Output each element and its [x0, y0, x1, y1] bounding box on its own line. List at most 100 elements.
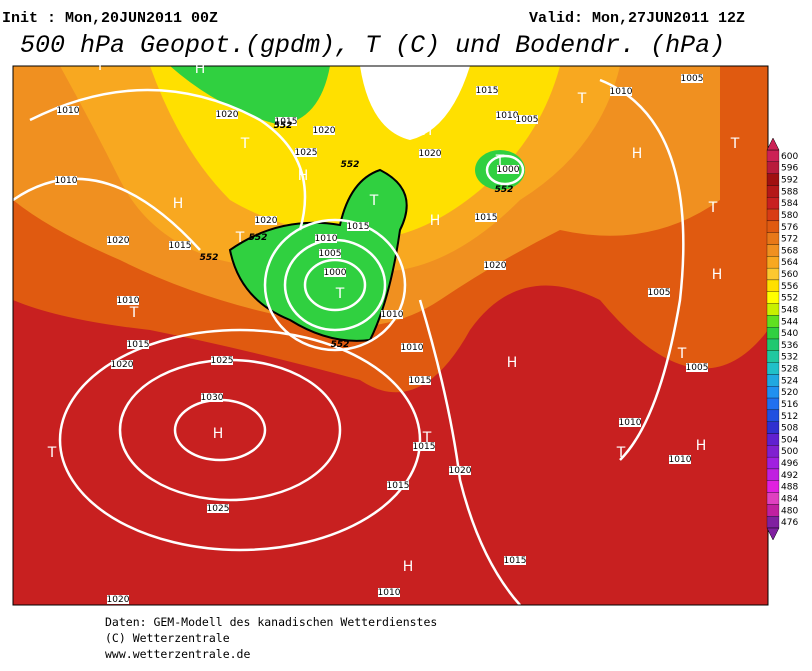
colorbar-swatch	[766, 456, 780, 470]
isobar-label-box	[378, 588, 400, 597]
isobar-label-box	[476, 86, 498, 95]
isobar-label: 1020	[484, 261, 507, 271]
colorbar-swatch	[766, 232, 780, 245]
isobar-label-box	[381, 310, 403, 319]
pressure-center: H	[195, 61, 206, 77]
isobar-label-box	[127, 340, 149, 349]
colorbar-label: 528	[781, 365, 798, 375]
isobar-label-box	[619, 418, 641, 427]
isobar-label: 1010	[496, 111, 519, 121]
isobar-label: 1015	[387, 481, 410, 491]
isobar-label-box	[57, 106, 79, 115]
colorbar-label: 544	[781, 317, 798, 327]
isobar-label: 1020	[111, 360, 134, 370]
colorbar-label: 600	[781, 152, 798, 162]
isobar-label-box	[216, 110, 238, 119]
colorbar-swatch	[766, 197, 780, 210]
isobar-label-box	[347, 222, 369, 231]
isobar-label-box	[111, 360, 133, 369]
colorbar-swatch	[766, 173, 780, 186]
colorbar-label: 492	[781, 471, 798, 481]
colorbar-arrow	[766, 137, 780, 151]
isobar-label-box	[681, 74, 703, 83]
isobar-label-box	[648, 288, 670, 297]
height-label: 552	[274, 121, 293, 131]
isobar-label-box	[169, 241, 191, 250]
colorbar-label: 584	[781, 199, 798, 209]
isobar-label: 1000	[324, 268, 347, 278]
isobar-label: 1010	[619, 418, 642, 428]
colorbar-swatch	[766, 433, 780, 446]
isobar-label: 1015	[409, 376, 432, 386]
isobar-label-box	[496, 111, 518, 120]
pressure-center: T	[240, 136, 250, 152]
isobar-label-box	[295, 148, 317, 157]
pressure-center: H	[430, 213, 441, 229]
isobar-label: 1030	[201, 393, 224, 403]
colorbar-swatch	[766, 421, 780, 434]
isobar-label: 1015	[476, 86, 499, 96]
isobar-label-box	[610, 87, 632, 96]
pressure-center: H	[632, 146, 643, 162]
pressure-center: T	[335, 286, 345, 302]
colorbar-label: 592	[781, 176, 798, 186]
isobar-label: 1005	[681, 74, 704, 84]
colorbar-swatch	[766, 327, 780, 340]
colorbar-swatch	[766, 291, 780, 304]
colorbar-swatch	[766, 397, 780, 411]
colorbar-swatch	[766, 374, 780, 387]
isobar-label: 1005	[319, 249, 342, 259]
colorbar-swatch	[766, 409, 780, 422]
colorbar-label: 504	[781, 435, 798, 445]
isobar-label: 1010	[117, 296, 140, 306]
colorbar-swatch	[766, 516, 780, 529]
isobar-label-box	[319, 249, 341, 258]
isobar-label-box	[324, 268, 346, 277]
low-field	[170, 66, 330, 125]
colorbar-swatch	[766, 338, 780, 351]
low-field	[228, 168, 408, 342]
isobar-label-box	[669, 455, 691, 464]
isobar-label-box	[107, 595, 129, 604]
colorbar-label: 532	[781, 353, 798, 363]
isobar-label: 1020	[449, 466, 472, 476]
pressure-center: T	[422, 430, 432, 446]
isobar-label-box	[211, 356, 233, 365]
colorbar-swatch	[766, 350, 780, 363]
colorbar-label: 476	[781, 518, 798, 528]
pressure-center: T	[369, 193, 379, 209]
footer-line: www.wetterzentrale.de	[105, 647, 250, 661]
colorbar-label: 512	[781, 412, 798, 422]
isobar-label: 1010	[669, 455, 692, 465]
pressure-center: H	[422, 123, 433, 139]
map	[13, 66, 768, 605]
isobar-label-box	[497, 165, 519, 174]
colorbar-label: 536	[781, 341, 798, 351]
colorbar-label: 496	[781, 459, 798, 469]
pressure-center: T	[730, 136, 740, 152]
isobar-label-box	[419, 149, 441, 158]
isobar-label-box	[117, 296, 139, 305]
colorbar-label: 508	[781, 424, 798, 434]
isobar-label: 1020	[255, 216, 278, 226]
isobar-label-box	[475, 213, 497, 222]
colorbar-swatch	[766, 256, 780, 269]
colorbar-label: 572	[781, 235, 798, 245]
pressure-center: H	[403, 559, 414, 575]
isobar-label: 1010	[55, 176, 78, 186]
colorbar-label: 516	[781, 400, 798, 410]
isobar-label: 1020	[107, 595, 130, 605]
colorbar-label: 488	[781, 483, 798, 493]
colorbar-label: 588	[781, 187, 798, 197]
isobar-label: 1025	[211, 356, 234, 366]
isobar-label: 1000	[497, 165, 520, 175]
colorbar-swatch	[766, 279, 780, 292]
isobar-label: 1025	[295, 148, 318, 158]
colorbar-swatch	[766, 267, 780, 281]
isobar-label: 1015	[504, 556, 527, 566]
colorbar-label: 548	[781, 305, 798, 315]
colorbar-label: 596	[781, 164, 798, 174]
colorbar-label: 568	[781, 246, 798, 256]
